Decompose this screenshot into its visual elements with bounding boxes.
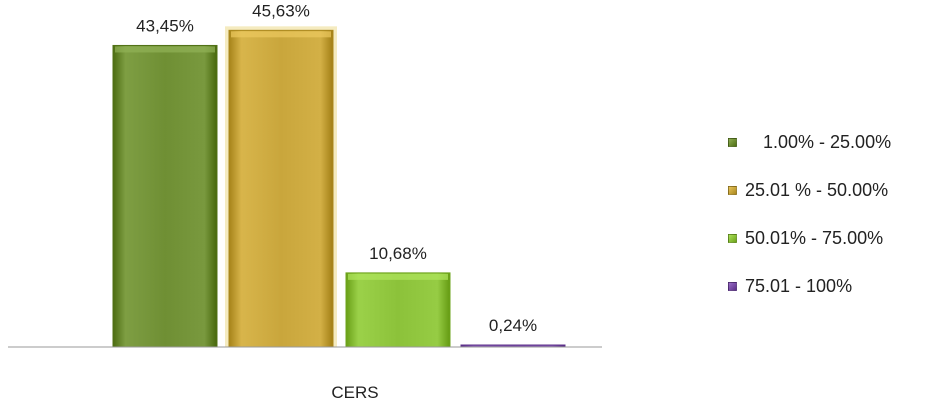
bar-top-bevel-1 — [115, 46, 215, 53]
legend-swatch-4 — [728, 281, 737, 291]
data-label-4: 0,24% — [489, 316, 537, 335]
legend-swatch-3 — [728, 233, 737, 243]
bar-top-bevel-3 — [348, 273, 448, 280]
legend-swatch-2 — [728, 185, 737, 195]
bar-1 — [112, 44, 218, 348]
data-label-3: 10,68% — [369, 244, 427, 263]
legend-item-1: 1.00% - 25.00% — [728, 130, 891, 154]
bar-3 — [345, 272, 451, 348]
legend-item-2: 25.01 % - 50.00% — [728, 178, 891, 202]
category-label-cers: CERS — [331, 383, 378, 402]
legend-item-4: 75.01 - 100% — [728, 274, 891, 298]
legend-label-2: 25.01 % - 50.00% — [745, 179, 889, 200]
legend-item-3: 50.01% - 75.00% — [728, 226, 891, 250]
bars-group: 43,45% 45,63% 10,68% 0,24% — [112, 1, 566, 348]
data-label-2: 45,63% — [252, 1, 310, 20]
bar-top-bevel-2 — [231, 31, 331, 38]
data-label-1: 43,45% — [136, 16, 194, 35]
legend-swatch-1 — [728, 137, 737, 147]
legend-label-1: 1.00% - 25.00% — [763, 131, 892, 152]
legend-label-3: 50.01% - 75.00% — [745, 227, 884, 248]
legend-label-4: 75.01 - 100% — [745, 275, 853, 296]
bar-2 — [228, 29, 334, 348]
legend: 1.00% - 25.00% 25.01 % - 50.00% 50.01% -… — [728, 130, 891, 322]
